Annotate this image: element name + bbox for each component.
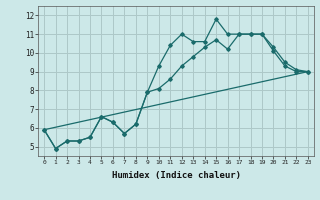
X-axis label: Humidex (Indice chaleur): Humidex (Indice chaleur): [111, 171, 241, 180]
